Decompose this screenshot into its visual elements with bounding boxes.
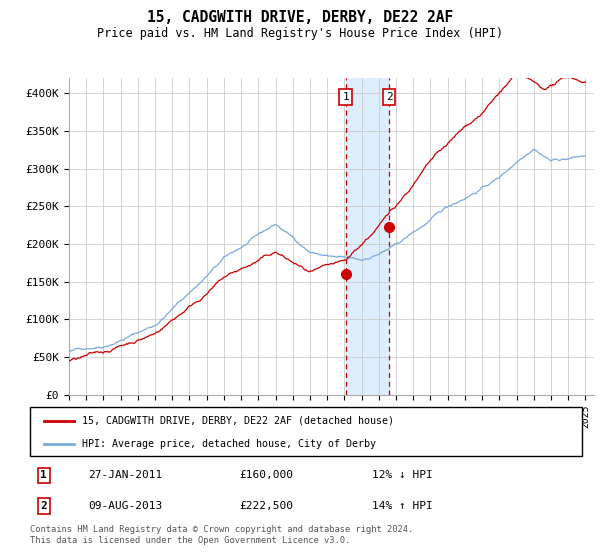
- Text: 14% ↑ HPI: 14% ↑ HPI: [372, 501, 433, 511]
- Text: 12% ↓ HPI: 12% ↓ HPI: [372, 470, 433, 480]
- Text: 15, CADGWITH DRIVE, DERBY, DE22 2AF: 15, CADGWITH DRIVE, DERBY, DE22 2AF: [147, 10, 453, 25]
- Text: 27-JAN-2011: 27-JAN-2011: [88, 470, 162, 480]
- Text: HPI: Average price, detached house, City of Derby: HPI: Average price, detached house, City…: [82, 439, 376, 449]
- Text: 2: 2: [386, 92, 392, 102]
- Text: 1: 1: [342, 92, 349, 102]
- Text: Contains HM Land Registry data © Crown copyright and database right 2024.
This d: Contains HM Land Registry data © Crown c…: [30, 525, 413, 545]
- Bar: [346, 78, 389, 395]
- Text: 15, CADGWITH DRIVE, DERBY, DE22 2AF (detached house): 15, CADGWITH DRIVE, DERBY, DE22 2AF (det…: [82, 416, 394, 426]
- Text: 1: 1: [40, 470, 47, 480]
- Text: Price paid vs. HM Land Registry's House Price Index (HPI): Price paid vs. HM Land Registry's House …: [97, 27, 503, 40]
- Text: £222,500: £222,500: [240, 501, 294, 511]
- Text: £160,000: £160,000: [240, 470, 294, 480]
- Text: 09-AUG-2013: 09-AUG-2013: [88, 501, 162, 511]
- Text: 2: 2: [40, 501, 47, 511]
